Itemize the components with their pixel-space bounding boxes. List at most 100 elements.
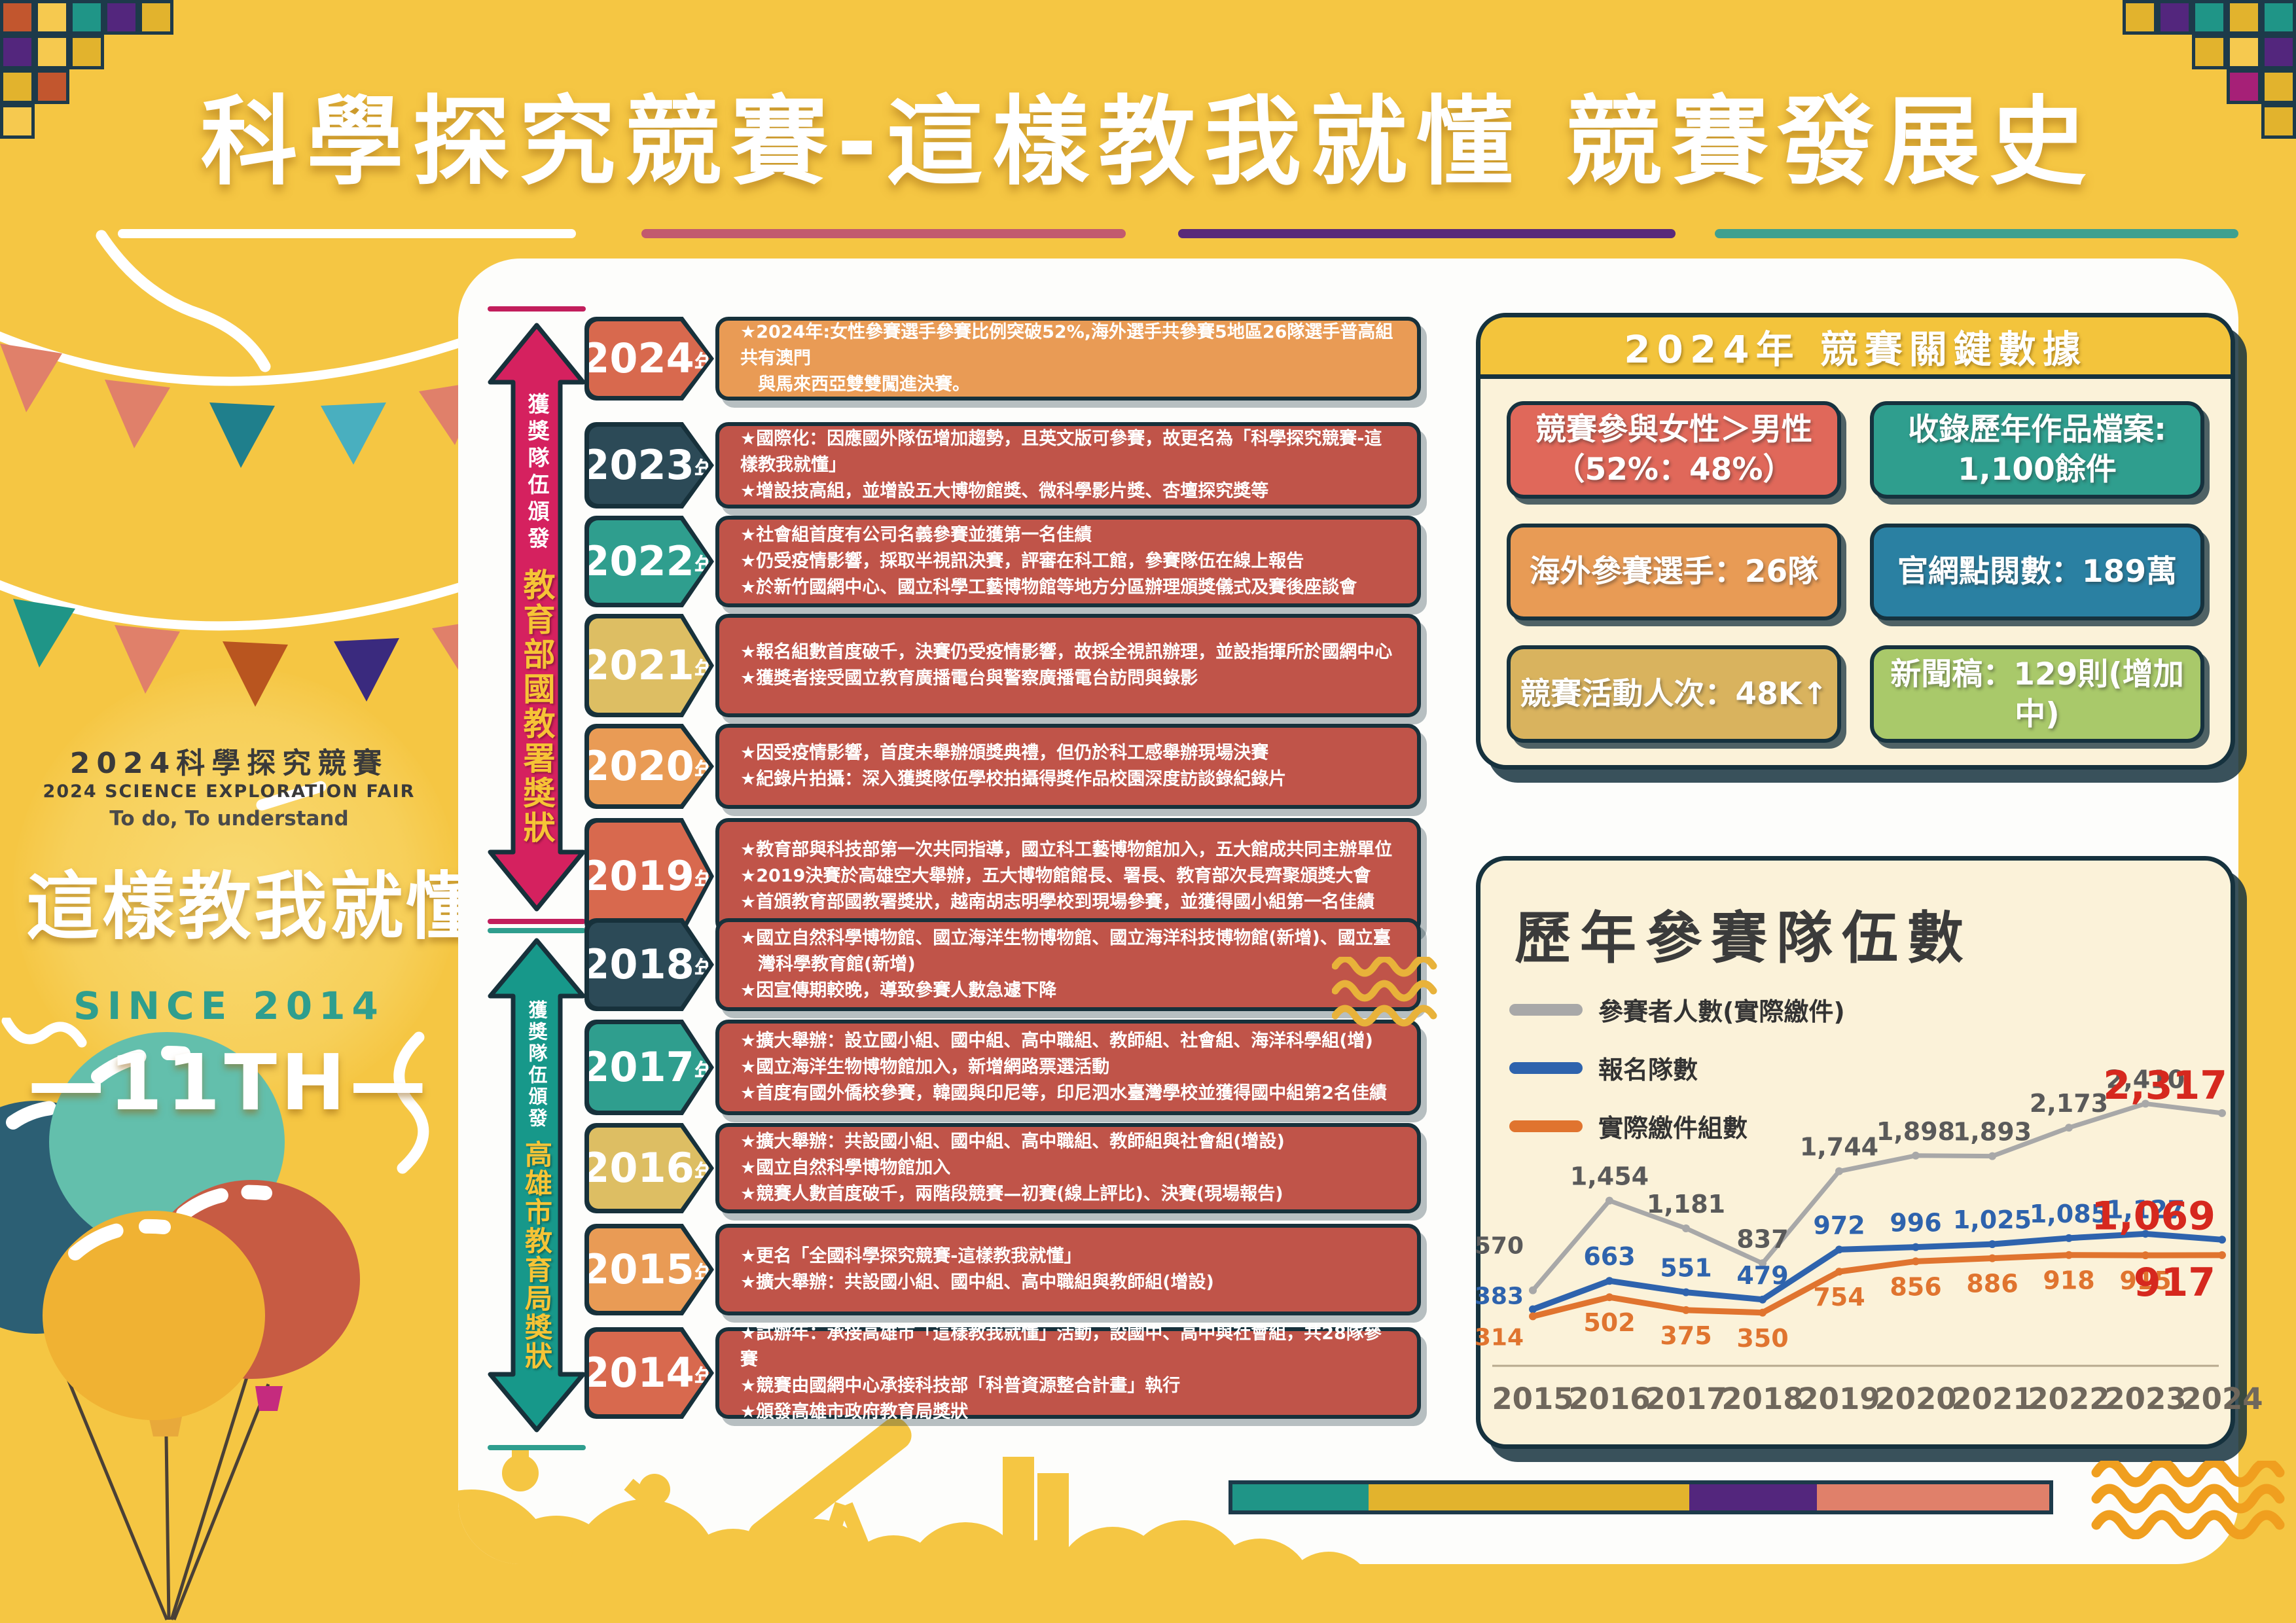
data-label: 837 [1736,1224,1788,1253]
year-badge-face: 2017 年 [589,1024,709,1111]
entry-line: ★教育部與科技部第一次共同指導，國立科工藝博物館加入，五大館成共同主辦單位 [740,840,1393,861]
x-axis-tick: 2021 [1951,1382,2033,1416]
data-point [2218,1236,2226,1244]
year-label: 2020 [581,742,694,790]
spine-line-bottom [488,1445,586,1450]
legend-label: 報名隊數 [1598,1056,1698,1084]
year-label: 2023 [581,441,694,489]
orange-waves-bottom-right [2091,1461,2285,1539]
entry-details-2017: ★擴大舉辦：設立國小組、國中組、高中職組、教師組、社會組、海洋科學組(增) ★國立… [715,1020,1421,1115]
timeline-entry-2018: 2018 年 ★國立自然科學博物館、國立海洋生物博物館、國立海洋科技博物館(新增)、… [584,918,1421,1011]
data-point [1988,1240,1996,1249]
data-point [2065,1251,2073,1259]
data-label: 551 [1660,1254,1712,1283]
entry-line: ★增設技高組，並增設五大博物館獎、微科學影片獎、杏壇探究獎等 [740,480,1269,501]
entry-details-2021: ★報名組數首度破千，決賽仍受疫情影響，故採全視訊辦理，並設指揮所於國網中心 ★獲獎… [715,614,1421,717]
chart-legend: 參賽者人數(實際繳件) 報名隊數 實際繳件組數 [1509,991,1845,1144]
chart-panel: 歷年參賽隊伍數 參賽者人數(實際繳件) 報名隊數 實際繳件組數 2015 2016 20… [1475,856,2263,1449]
year-badge-2016: 2016 年 [584,1123,714,1213]
stat-card-text: 1,100餘件 [1958,452,2117,488]
axis-bottom-large-label: 高雄市教育局獎狀 [520,1140,553,1370]
entry-line: ★2024年:女性參賽選手參賽比例突破52%,海外選手共參賽5地區26隊選手普高… [740,322,1393,369]
data-point [1912,1257,1920,1266]
entry-details-2016: ★擴大舉辦：共設國小組、國中組、高中職組、教師組與社會組(增設) ★國立自然科學博… [715,1123,1421,1213]
entry-line: ★國立自然科學博物館加入 [740,1158,951,1179]
data-point [2065,1124,2073,1132]
data-label: 2,173 [2030,1089,2108,1118]
skyline-silhouette [458,1418,1360,1564]
year-badge-2018: 2018 年 [584,918,714,1011]
entry-details-2022: ★社會組首度有公司名義參賽並獲第一名佳績 ★仍受疫情影響，採取半視訊決賽，評審在科… [715,516,1421,607]
year-label: 2018 [581,940,694,988]
year-label: 2015 [581,1245,694,1293]
timeline-entry-2024: 2024 年 ★2024年:女性參賽選手參賽比例突破52%,海外選手共參賽5地區26… [584,317,1421,401]
x-axis-tick: 2017 [1645,1382,1727,1416]
year-suffix: 年 [694,1262,717,1289]
data-label: 754 [1813,1283,1865,1311]
data-label: 479 [1736,1261,1788,1290]
data-point [1605,1277,1613,1285]
year-suffix: 年 [694,658,717,685]
data-point [1605,1196,1613,1205]
data-label: 2,317 [2103,1063,2227,1109]
year-suffix: 年 [694,351,717,378]
data-point [2218,1251,2226,1259]
entry-line: ★因宣傳期較晚，導致參賽人數急遽下降 [740,980,1057,1001]
year-badge-2020: 2020 年 [584,724,714,809]
entry-details-2020: ★因受疫情影響，首度未舉辦頒獎典禮，但仍於科工感舉辦現場決賽 ★紀錄片拍攝：深入獲… [715,724,1421,809]
legend-label: 實際繳件組數 [1598,1114,1748,1143]
data-point [1988,1254,1996,1262]
legend-swatch [1509,1003,1583,1016]
stats-panel: 2024年 競賽關鍵數據 競賽參與女性＞男性 （52%：48%） 收錄歷年作品檔案:… [1476,313,2235,770]
year-label: 2022 [581,537,694,585]
entry-details-2018: ★國立自然科學博物館、國立海洋生物博物館、國立海洋科技博物館(新增)、國立臺 灣… [715,918,1421,1011]
mosaic-tl-cell [69,35,104,69]
data-point [1529,1286,1537,1294]
stat-card-6: 新聞稿：129則(增加中) [1870,645,2204,743]
mosaic-tr-cell [2157,0,2192,35]
mosaic-tr-cell [2261,69,2296,104]
entry-line: ★擴大舉辦：共設國小組、國中組、高中職組與教師組(增設) [740,1272,1214,1293]
axis-arrow-top [488,323,586,912]
timeline-entry-2016: 2016 年 ★擴大舉辦：共設國小組、國中組、高中職組、教師組與社會組(增設) ★國立… [584,1123,1421,1213]
stat-card-4: 官網點閱數：189萬 [1870,523,2204,621]
page-title: 科學探究競賽-這樣教我就懂 競賽發展史 [200,86,2096,198]
year-suffix: 年 [694,1365,717,1392]
mosaic-tr-cell [2192,35,2227,69]
year-badge-2017: 2017 年 [584,1020,714,1115]
data-label: 996 [1890,1209,1941,1238]
year-badge-2015: 2015 年 [584,1224,714,1315]
data-point [1759,1259,1767,1268]
data-point [1912,1243,1920,1251]
data-label: 1,127 [2106,1195,2185,1224]
data-point [1682,1306,1690,1314]
axis-top-large-label: 教育部國教署獎狀 [518,568,556,846]
axis-top-small-label: 獲獎隊伍頒發 [524,393,550,554]
title-underline-2 [641,229,1126,238]
timeline-entry-2021: 2021 年 ★報名組數首度破千，決賽仍受疫情影響，故採全視訊辦理，並設指揮所於國網… [584,614,1421,717]
year-badge-2021: 2021 年 [584,614,714,717]
data-label: 383 [1475,1283,1524,1310]
mosaic-tl-cell [0,104,35,139]
title-underline-3 [1178,229,1676,238]
entry-line: ★國立自然科學博物館、國立海洋生物博物館、國立海洋科技博物館(新增)、國立臺 [740,928,1391,949]
data-point [1835,1167,1843,1175]
data-point [1529,1312,1537,1321]
entry-line: ★首頒教育部國教署獎狀，越南胡志明學校到現場參賽，並獲得國小組第一名佳績 [740,891,1375,912]
data-label: 917 [2134,1260,2215,1306]
data-point [1835,1268,1843,1276]
entry-line: ★試辦年：承接高雄市「這樣教我就懂」活動，設國中、高中與社會組，共28隊參賽 [740,1323,1382,1370]
data-label: 972 [1813,1211,1865,1240]
logo-glow [13,668,458,1113]
mosaic-tl-cell [104,0,139,35]
x-axis-tick: 2023 [2104,1382,2186,1416]
mosaic-tr-cell [2227,35,2261,69]
gold-waves-mid [1332,957,1437,1027]
entry-details-2024: ★2024年:女性參賽選手參賽比例突破52%,海外選手共參賽5地區26隊選手普高… [715,317,1421,401]
x-axis-tick: 2019 [1798,1382,1880,1416]
year-suffix: 年 [694,868,717,895]
entry-details-2014: ★試辦年：承接高雄市「這樣教我就懂」活動，設國中、高中與社會組，共28隊參賽 ★競… [715,1323,1421,1422]
